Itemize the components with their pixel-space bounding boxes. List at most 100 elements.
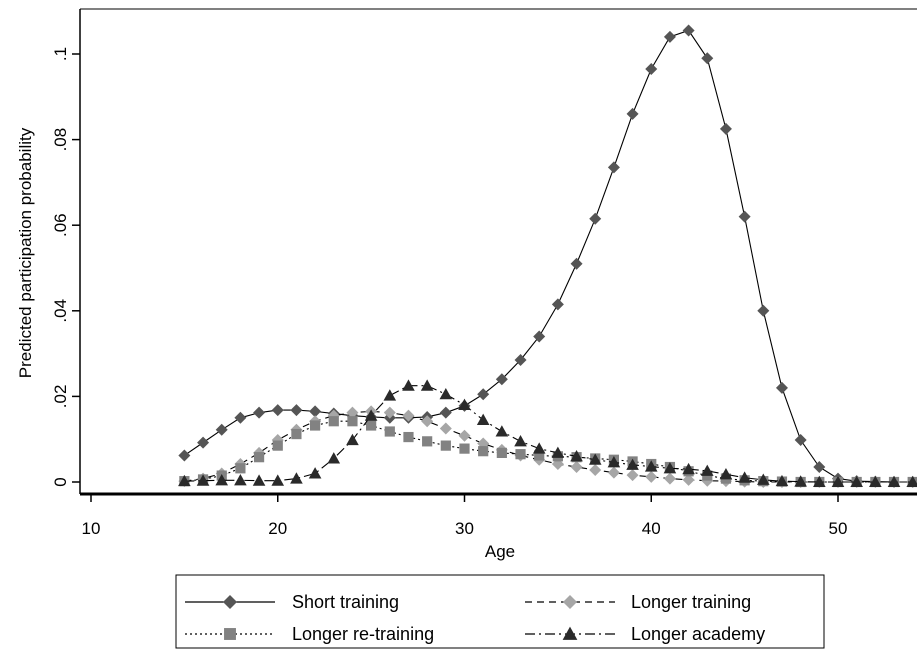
data-point-longer-training (346, 406, 359, 419)
data-point-short-training (719, 122, 732, 135)
legend-items: Short training Longer training Longer re-t… (185, 592, 765, 644)
legend-item-short-training: Short training (185, 592, 399, 612)
legend-box (175, 574, 825, 649)
data-point-short-training (290, 404, 303, 417)
data-point-longer-re-training (272, 440, 283, 451)
series-longer-training (178, 405, 917, 488)
x-tick-label: 50 (829, 519, 848, 538)
data-point-longer-academy (196, 474, 210, 486)
data-point-longer-training (439, 422, 452, 435)
data-point-short-training (178, 449, 191, 462)
legend-item-longer-training: Longer training (525, 592, 751, 612)
data-point-longer-academy (439, 387, 453, 400)
data-point-longer-academy (906, 475, 917, 488)
data-point-longer-re-training (366, 420, 377, 431)
data-point-longer-training (589, 464, 602, 477)
legend: Short training Longer training Longer re-t… (175, 574, 825, 649)
data-point-longer-academy (178, 474, 191, 487)
data-point-longer-academy (607, 456, 621, 468)
data-point-longer-academy (831, 475, 845, 488)
data-point-short-training (757, 304, 770, 317)
legend-marker-longer-academy (562, 626, 578, 640)
data-point-longer-re-training (235, 463, 246, 474)
data-point-longer-academy (420, 379, 434, 391)
data-point-short-training (775, 381, 788, 394)
data-point-longer-academy (738, 471, 751, 483)
data-point-longer-academy (570, 450, 583, 462)
legend-label: Longer academy (631, 624, 765, 644)
y-tick-label: .1 (51, 47, 70, 61)
data-point-longer-training (682, 473, 695, 486)
data-point-longer-academy (887, 475, 901, 488)
x-axis-ticks: 10 20 30 40 50 (82, 494, 848, 538)
data-point-short-training (738, 210, 751, 223)
series-short-training (178, 24, 917, 488)
data-point-longer-academy (644, 460, 658, 472)
data-point-short-training (607, 161, 620, 174)
data-point-longer-academy (700, 464, 714, 476)
data-point-longer-re-training (384, 426, 395, 437)
data-point-short-training (570, 257, 583, 270)
data-point-longer-academy (514, 435, 527, 447)
data-point-longer-academy (850, 475, 863, 488)
data-point-longer-training (645, 470, 658, 483)
y-tick-label: 0 (51, 477, 70, 486)
data-point-longer-academy (383, 389, 397, 401)
data-point-longer-academy (532, 442, 546, 454)
x-axis-title: Age (485, 542, 515, 561)
series-line-longer-academy (184, 385, 913, 483)
data-point-longer-re-training (459, 443, 470, 454)
data-point-longer-training (663, 472, 676, 485)
data-point-longer-academy (813, 475, 826, 488)
data-point-longer-re-training (478, 446, 489, 457)
data-point-longer-training (421, 415, 434, 428)
data-point-longer-academy (476, 413, 490, 425)
data-point-longer-academy (364, 409, 378, 421)
data-point-longer-academy (402, 379, 415, 391)
data-point-longer-training (607, 466, 620, 479)
data-point-longer-academy (757, 473, 770, 485)
data-point-short-training (439, 406, 452, 419)
y-axis-ticks: 0 .02 .04 .06 .08 .1 (51, 47, 80, 487)
data-point-longer-re-training (328, 416, 339, 427)
data-point-longer-training (383, 406, 396, 419)
data-point-short-training (495, 373, 508, 386)
data-point-short-training (551, 298, 564, 311)
x-tick-label: 20 (268, 519, 287, 538)
data-point-longer-academy (775, 474, 789, 487)
data-point-longer-academy (663, 462, 677, 474)
legend-label: Short training (292, 592, 399, 612)
legend-marker-longer-re-training (224, 628, 236, 640)
legend-label: Longer re-training (292, 624, 434, 644)
data-point-longer-re-training (534, 450, 545, 461)
x-tick-label: 10 (82, 519, 101, 538)
data-point-longer-academy (588, 453, 602, 465)
data-point-short-training (626, 107, 639, 120)
data-point-longer-academy (290, 472, 303, 484)
x-tick-label: 30 (455, 519, 474, 538)
legend-item-longer-academy: Longer academy (525, 624, 765, 644)
data-point-longer-academy (215, 473, 229, 486)
data-point-longer-academy (626, 458, 639, 470)
data-point-longer-academy (794, 475, 807, 487)
data-point-longer-training (626, 469, 639, 482)
data-point-longer-academy (234, 473, 247, 486)
series-longer-academy (178, 379, 917, 488)
series-longer-re-training (179, 416, 917, 488)
data-point-short-training (197, 436, 210, 449)
y-tick-label: .08 (51, 128, 70, 152)
legend-marker-longer-training (563, 595, 577, 609)
data-point-longer-training (458, 429, 471, 442)
data-point-short-training (234, 411, 247, 424)
data-point-longer-academy (458, 398, 471, 410)
data-point-short-training (253, 406, 266, 419)
data-point-longer-re-training (422, 436, 433, 447)
data-point-short-training (533, 330, 546, 343)
y-tick-label: .02 (51, 385, 70, 409)
data-point-longer-re-training (253, 452, 265, 463)
data-point-longer-academy (551, 446, 565, 458)
data-point-longer-re-training (347, 416, 358, 427)
series-layer (178, 24, 917, 488)
data-point-short-training (514, 354, 527, 367)
